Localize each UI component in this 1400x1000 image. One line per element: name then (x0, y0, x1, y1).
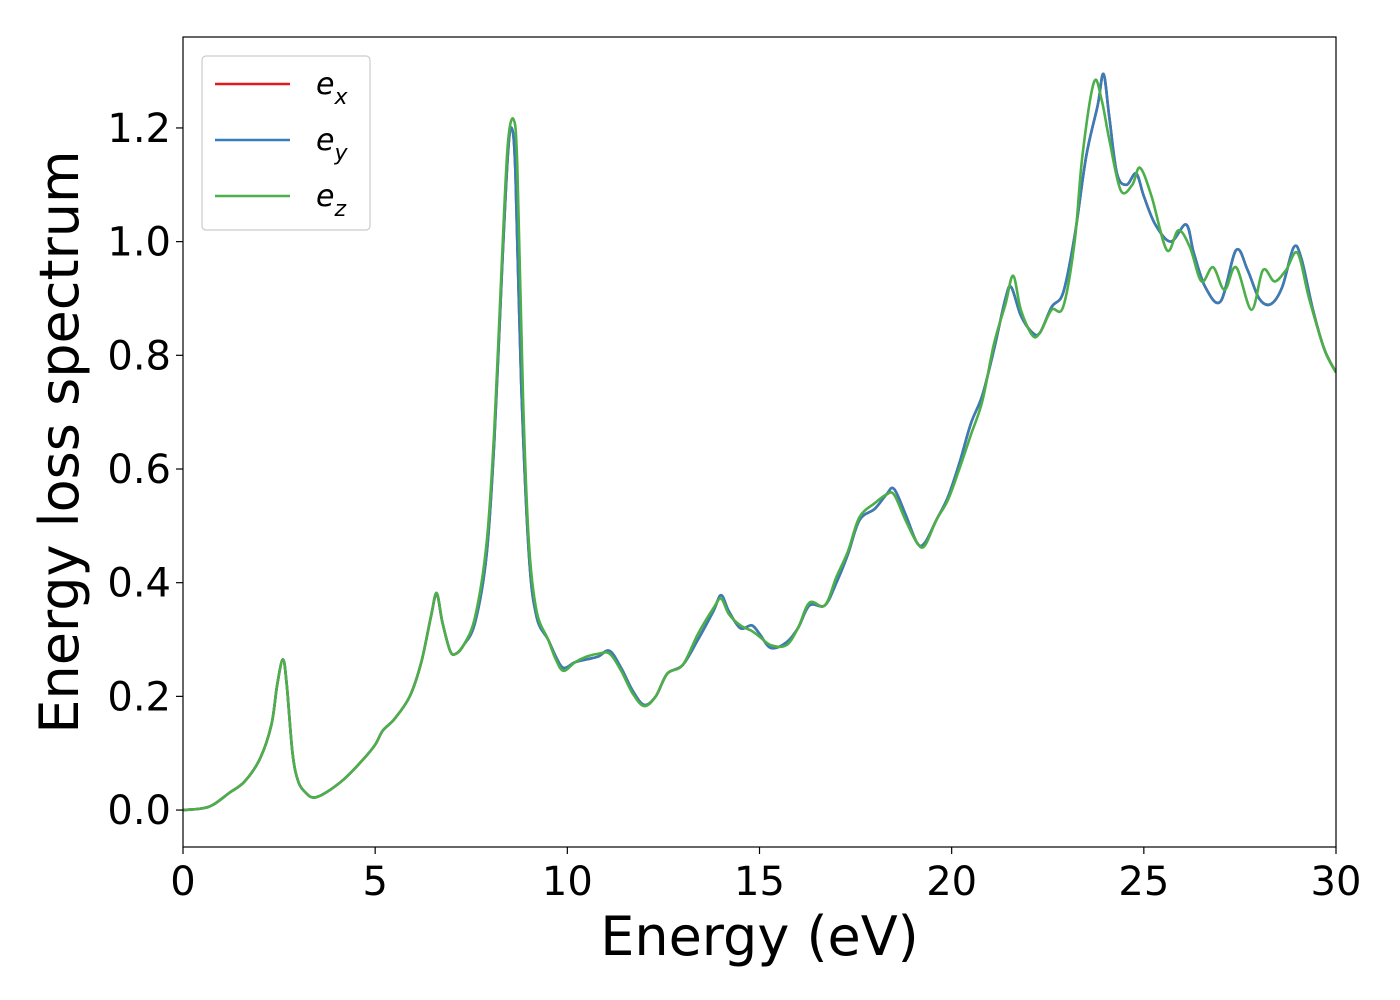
y-tick-label: 0.8 (107, 333, 171, 379)
y-tick-label: 0.4 (107, 561, 171, 607)
x-axis-ticks: 0 5 10 15 20 25 30 (170, 847, 1361, 905)
y-tick-label: 1.2 (107, 106, 171, 152)
y-tick-label: 0.6 (107, 447, 171, 493)
legend-box (201, 55, 371, 231)
y-axis-ticks: 0.0 0.2 0.4 0.6 0.8 1.0 1.2 (107, 106, 183, 834)
y-tick-label: 0.2 (107, 674, 171, 720)
x-tick-label: 0 (170, 859, 195, 905)
series-layer (183, 72, 1336, 812)
series-line-e-z (183, 78, 1336, 812)
x-tick-label: 10 (542, 859, 593, 905)
y-tick-label: 0.0 (107, 788, 171, 834)
x-tick-label: 30 (1311, 859, 1362, 905)
x-tick-label: 5 (362, 859, 387, 905)
x-axis-label: Energy (eV) (600, 905, 919, 968)
x-tick-label: 25 (1118, 859, 1169, 905)
y-tick-label: 1.0 (107, 220, 171, 266)
y-axis-label: Energy loss spectrum (28, 150, 91, 733)
x-tick-label: 15 (734, 859, 785, 905)
x-tick-label: 20 (926, 859, 977, 905)
